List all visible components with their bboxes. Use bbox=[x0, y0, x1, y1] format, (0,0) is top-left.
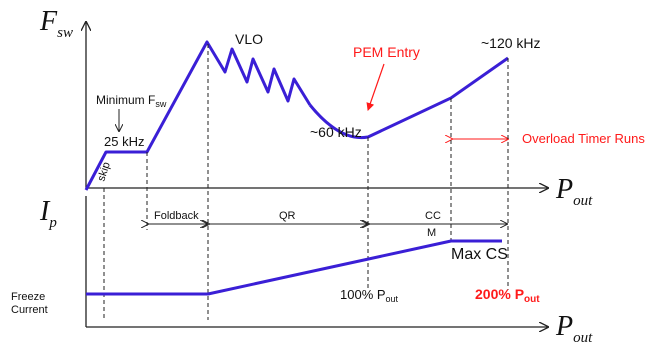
ip-graph: Ip Pout Max CS Freeze Current 100% Pout … bbox=[11, 196, 593, 346]
qr-label: QR bbox=[279, 210, 296, 222]
skip-label: skip bbox=[95, 161, 112, 183]
pem-entry-label: PEM Entry bbox=[353, 44, 420, 60]
ccm-label-line2: M bbox=[427, 227, 436, 239]
freeze-label-line1: Freeze bbox=[11, 291, 45, 303]
pout-axis-label-bottom: Pout bbox=[555, 311, 593, 346]
freq-120-label: ~120 kHz bbox=[481, 35, 541, 51]
overload-timer-label: Overload Timer Runs bbox=[522, 131, 645, 146]
ip-axis-label: Ip bbox=[39, 196, 57, 231]
fsw-curve bbox=[84, 40, 312, 191]
pem-entry-arrow bbox=[366, 63, 385, 111]
freeze-label-line2: Current bbox=[11, 304, 48, 316]
p200-label: 200% Pout bbox=[475, 286, 540, 305]
ccm-label-line1: CC bbox=[425, 210, 441, 222]
freq-60-label: ~60 kHz bbox=[310, 124, 362, 140]
ip-curve bbox=[86, 239, 502, 296]
region-dividers bbox=[103, 44, 509, 320]
fsw-axis-label: Fsw bbox=[39, 6, 73, 41]
foldback-label: Foldback bbox=[154, 210, 199, 222]
p100-label: 100% Pout bbox=[340, 287, 399, 304]
minimum-fsw-label: Minimum Fsw bbox=[96, 93, 167, 109]
max-cs-label: Max CS bbox=[451, 246, 508, 263]
vlo-label: VLO bbox=[235, 31, 263, 47]
freq-25-label: 25 kHz bbox=[104, 134, 144, 149]
fsw-graph: Fsw Pout VLO PEM Entry ~120 kHz ~60 kHz … bbox=[39, 6, 645, 209]
pout-axis-label-top: Pout bbox=[555, 174, 593, 209]
fsw-pem-curve bbox=[308, 56, 509, 140]
